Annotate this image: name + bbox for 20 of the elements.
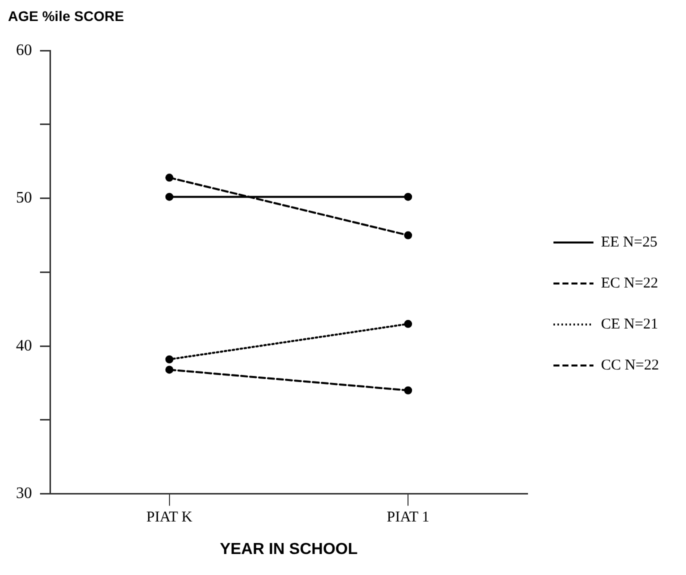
y-tick-label: 50	[16, 190, 32, 207]
point	[404, 386, 412, 394]
x-tick-label: PIAT K	[146, 510, 193, 526]
legend-label: CE N=21	[600, 316, 658, 332]
point	[404, 231, 412, 240]
point	[165, 366, 174, 374]
legend-label: CC N=22	[600, 357, 660, 374]
y-axis-title: AGE %ile SCORE	[8, 8, 124, 24]
legend-label: EC N=22	[600, 275, 658, 292]
point	[404, 192, 412, 201]
point	[165, 174, 174, 182]
x-axis-title: YEAR IN SCHOOL	[220, 540, 358, 558]
y-tick-label: 30	[16, 485, 32, 502]
point	[165, 355, 174, 364]
point	[404, 320, 412, 328]
point	[165, 192, 174, 201]
y-tick-label: 40	[16, 337, 32, 354]
legend-label: EE N=25	[600, 234, 658, 250]
x-tick-label: PIAT 1	[386, 510, 430, 526]
y-tick-label: 60	[16, 42, 32, 59]
